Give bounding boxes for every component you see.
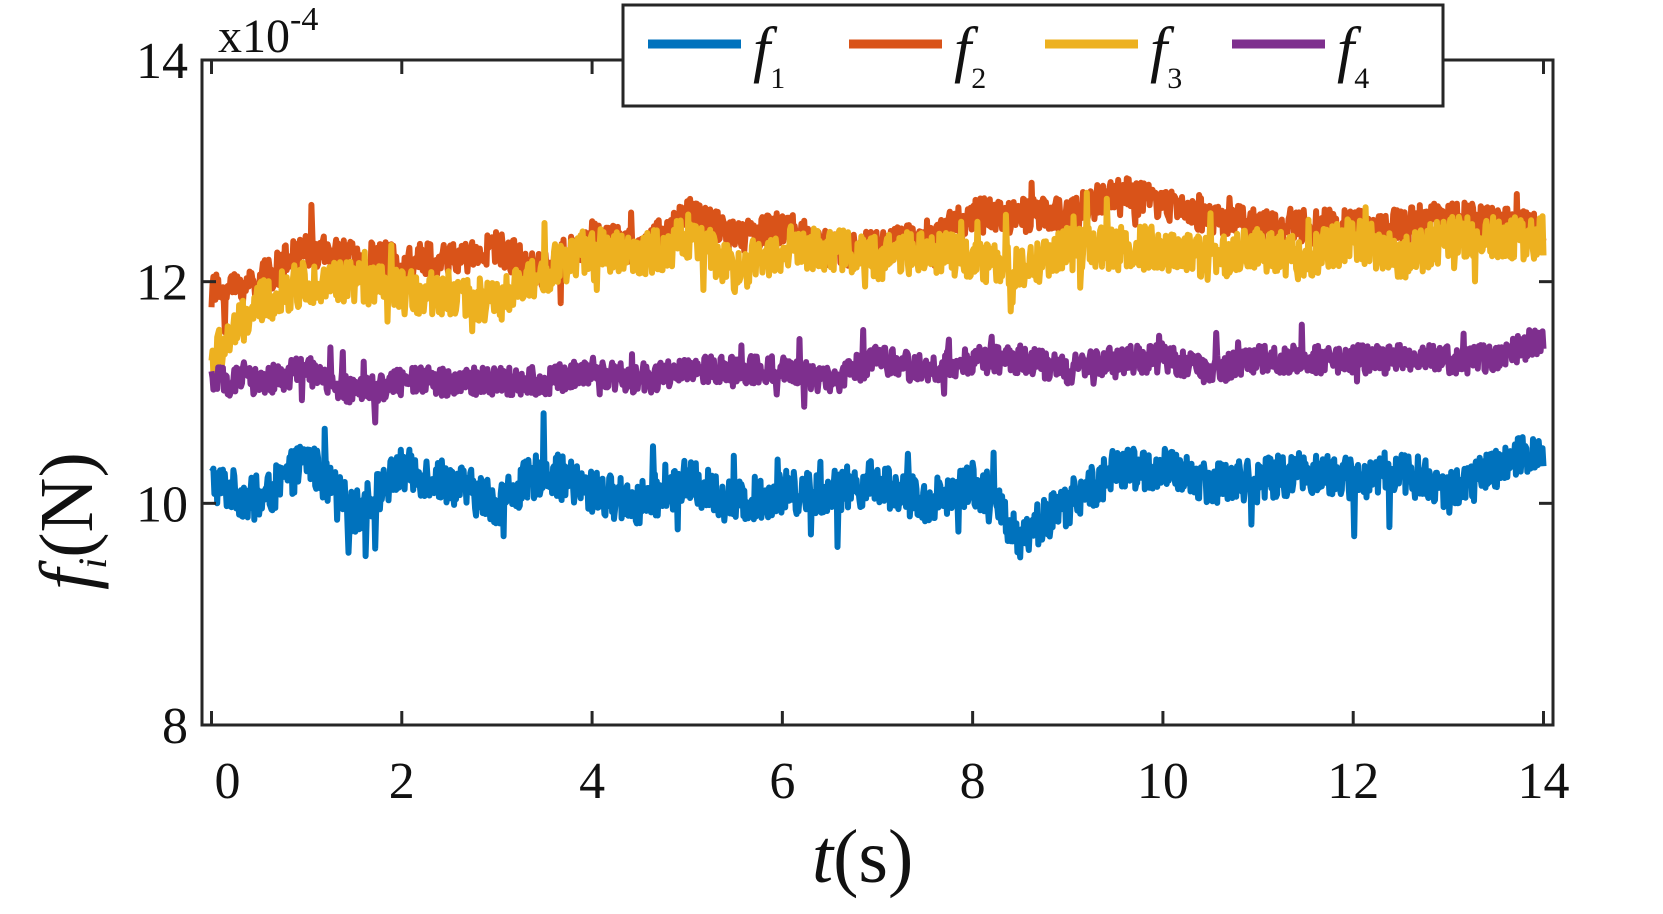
axis-ticks: 0 2 4 6 8 10 12 14 8 10 12 14: [136, 33, 1569, 810]
y-axis-label: fi(N): [25, 452, 115, 590]
series-line-f3: [208, 189, 1547, 379]
y-axis-label-unit: (N): [25, 452, 109, 558]
x-tick-label: 10: [1137, 753, 1189, 810]
y-axis-label-sub: i: [70, 558, 115, 569]
x-axis-label-var: t: [812, 815, 835, 899]
legend-box: [621, 3, 1445, 108]
x-tick-label: 14: [1517, 753, 1569, 810]
series-line-f1: [209, 410, 1547, 561]
y-tick-label: 12: [136, 255, 188, 312]
y-tick-label: 8: [162, 698, 188, 755]
plot-frame: [200, 58, 1555, 727]
y-axis-multiplier-base: x10: [218, 10, 290, 63]
x-tick-label: 8: [960, 753, 986, 810]
series-line-f4: [208, 321, 1547, 426]
x-tick-label: 12: [1327, 753, 1379, 810]
legend: f1 f2 f3 f4: [621, 3, 1445, 108]
y-tick-label: 10: [136, 476, 188, 533]
y-axis-multiplier: x10-4: [218, 1, 318, 63]
x-tick-label: 4: [579, 753, 605, 810]
x-axis-label: t(s): [812, 815, 913, 899]
x-tick-label: 2: [389, 753, 415, 810]
y-axis-multiplier-exponent: -4: [290, 1, 318, 38]
y-tick-label: 14: [136, 33, 188, 90]
x-axis-label-unit: (s): [833, 815, 913, 899]
series-group: [208, 175, 1547, 561]
x-tick-label: 6: [769, 753, 795, 810]
x-tick-label: 0: [215, 753, 241, 810]
